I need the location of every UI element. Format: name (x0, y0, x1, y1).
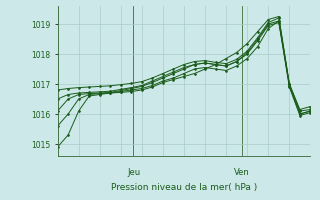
Text: Jeu: Jeu (127, 168, 140, 177)
Text: Ven: Ven (234, 168, 250, 177)
Text: Pression niveau de la mer( hPa ): Pression niveau de la mer( hPa ) (111, 183, 257, 192)
